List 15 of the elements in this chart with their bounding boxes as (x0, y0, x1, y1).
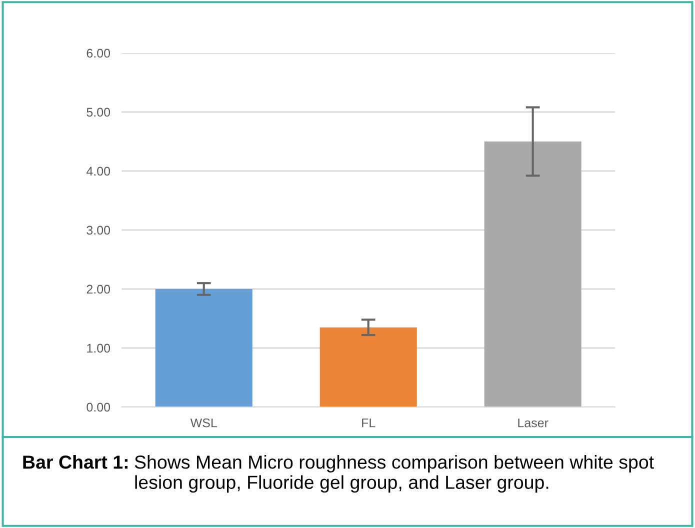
y-tick-label: 6.00 (86, 48, 110, 58)
bar (155, 289, 252, 407)
x-tick-label: Laser (518, 418, 548, 428)
bar (484, 142, 582, 407)
text: Shows Mean Micro roughness comparison between white spot lesion group, Fluoride gel group, and Laser group. (134, 455, 654, 493)
y-tick-label: 2.00 (86, 284, 110, 294)
y-tick-label: 4.00 (86, 166, 110, 176)
y-tick-label: 0.00 (86, 402, 110, 412)
y-tick-label: 3.00 (86, 226, 110, 235)
bar (320, 327, 417, 407)
text: Bar Chart 1: (23, 455, 128, 469)
y-tick-label: 1.00 (87, 344, 110, 353)
x-tick-label: WSL (190, 418, 217, 428)
y-tick-label: 5.00 (86, 108, 110, 117)
x-tick-label: FL (362, 418, 376, 428)
